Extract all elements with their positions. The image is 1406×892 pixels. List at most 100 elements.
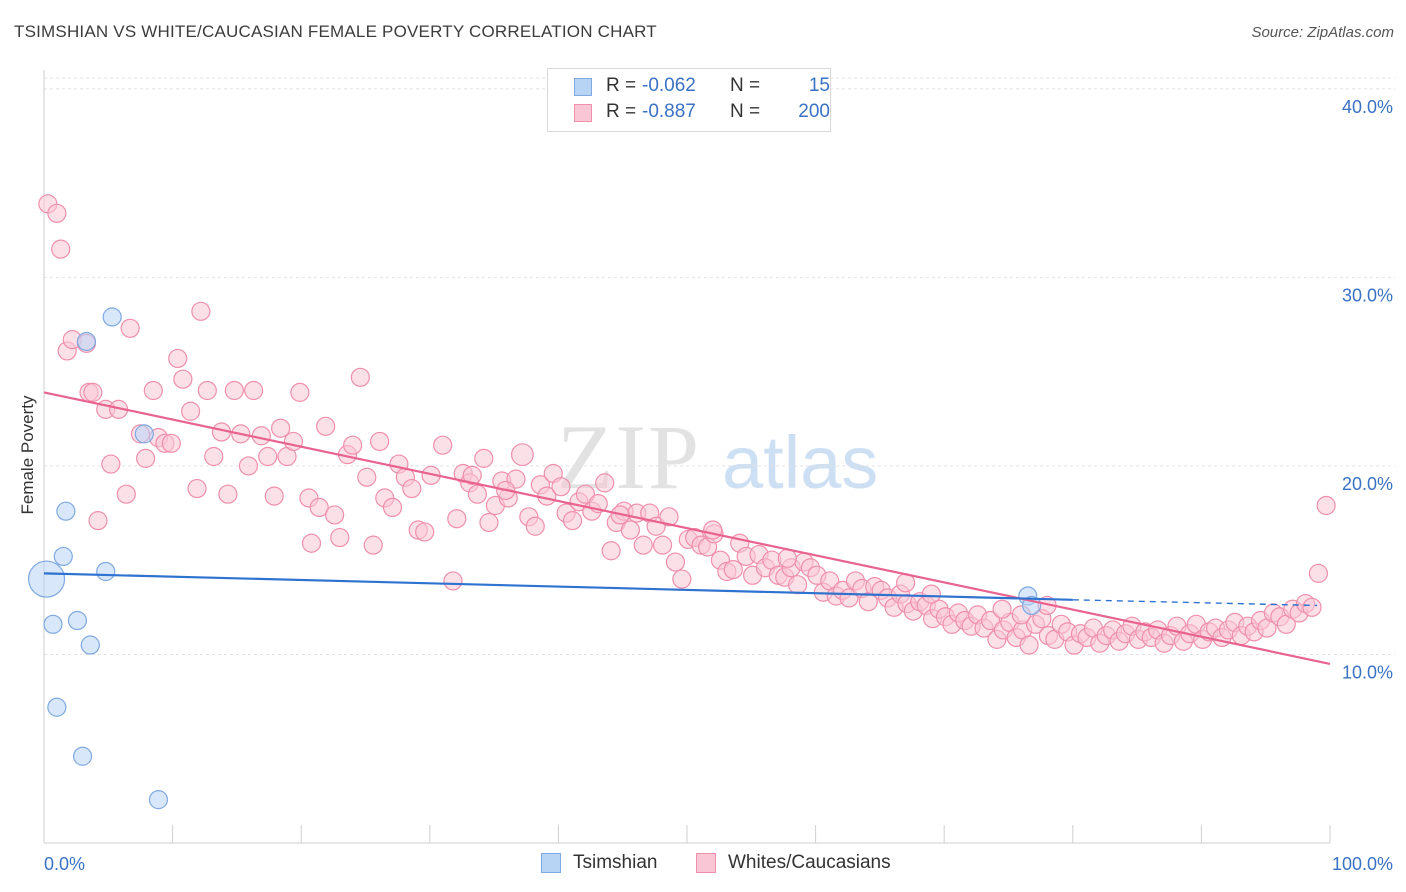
whites-caucasians-point [447, 509, 467, 529]
chart-source: Source: ZipAtlas.com [1251, 24, 1394, 41]
whites-caucasians-point [620, 520, 641, 540]
whites-caucasians-point [415, 522, 435, 542]
tsimshian-point [134, 424, 154, 444]
whites-caucasians-point [83, 382, 103, 402]
whites-caucasians-point [467, 484, 487, 504]
whites-caucasians-point [703, 520, 723, 540]
r-label: R = [606, 75, 637, 96]
whites-caucasians-point [258, 446, 278, 467]
n-label: N = [730, 75, 761, 96]
whites-caucasians-point [173, 369, 193, 389]
tsimshian-point [80, 635, 100, 655]
whites-caucasians-point [181, 401, 201, 421]
whites-caucasians-point [135, 448, 156, 468]
whites-caucasians-point [479, 512, 499, 533]
chart-title: TSIMSHIAN VS WHITE/CAUCASIAN FEMALE POVE… [14, 22, 657, 41]
whites-caucasians-point [51, 239, 71, 259]
whites-caucasians-point [659, 507, 679, 527]
whites-caucasians-point [551, 477, 571, 497]
whites-caucasians-point [370, 431, 390, 452]
whites-caucasians-point [474, 448, 494, 468]
whites-caucasians-point [357, 467, 377, 487]
whites-caucasians-point [161, 433, 181, 453]
whites-caucasians-point [244, 380, 264, 401]
legend-label: Tsimshian [573, 852, 658, 873]
whites-caucasians-point [168, 348, 188, 369]
whites-caucasians-point [283, 431, 304, 452]
whites-caucasians-point [402, 478, 422, 499]
whites-caucasians-point [1019, 635, 1039, 655]
whites-caucasians-point [980, 610, 1001, 631]
whites-caucasians-point [1302, 597, 1322, 617]
whites-caucasians-point [301, 533, 322, 553]
tsimshian-point [76, 331, 97, 352]
whites-caucasians-point [187, 478, 207, 499]
whites-caucasians-point [921, 584, 941, 604]
whites-caucasians-point [1316, 495, 1336, 516]
whites-caucasians-point [101, 454, 121, 474]
trend-lines [43, 391, 1331, 665]
y-tick-label: 20.0% [1342, 474, 1393, 494]
tsimshian-point [72, 746, 93, 766]
x-tick-labels: 0.0% 100.0% [44, 854, 1393, 874]
whites-caucasians-point [197, 380, 217, 401]
whites-caucasians-point [309, 497, 329, 518]
whites-caucasians-point [382, 497, 403, 518]
correlation-legend: R = -0.062 N = 15 R = -0.887 N = 200 [547, 68, 831, 132]
r-value: -0.062 [642, 75, 696, 96]
legend-label: Whites/Caucasians [728, 852, 891, 873]
whites-caucasians-point [777, 548, 797, 568]
whites-caucasians-point [992, 599, 1012, 619]
whites-caucasians-point [525, 516, 545, 536]
y-tick-label: 10.0% [1342, 662, 1393, 682]
tsimshian-point [67, 610, 88, 631]
pink-swatch [574, 104, 592, 122]
tsimshian-trend-line [43, 572, 1073, 601]
whites-caucasians-point [218, 484, 238, 504]
whites-caucasians-point [665, 552, 686, 572]
tsimshian-point [102, 307, 122, 327]
whites-caucasians-point [575, 484, 596, 504]
x-tick-label-max: 100.0% [1332, 854, 1393, 874]
tsimshian-point [96, 561, 116, 582]
whites-caucasians-point [47, 203, 67, 223]
r-label: R = [606, 101, 637, 122]
whites-caucasians-point [238, 456, 259, 476]
whites-caucasians-point [363, 535, 383, 555]
whites-caucasians-point [723, 560, 743, 580]
whites-caucasians-point [1308, 563, 1329, 583]
whites-caucasians-point [601, 541, 621, 561]
whites-caucasians-point [343, 435, 363, 455]
whites-caucasians-point [224, 380, 244, 401]
n-value: 15 [808, 75, 830, 96]
whites-caucasians-point [510, 443, 534, 467]
whites-caucasians-point [462, 465, 482, 485]
x-tick-label-min: 0.0% [44, 854, 85, 874]
whites-caucasians-point [330, 527, 350, 548]
n-label: N = [730, 101, 761, 122]
whites-caucasians-point [88, 511, 108, 531]
tsimshian-trend-extension [1072, 599, 1318, 607]
blue-swatch [574, 78, 592, 96]
tsimshian-point [53, 546, 73, 567]
tsimshian-point [47, 697, 67, 717]
whites-caucasians-point [652, 535, 673, 555]
r-value: -0.887 [642, 101, 696, 122]
tsimshian-point [56, 501, 76, 521]
whites-caucasians-points [38, 194, 1336, 655]
whites-caucasians-point [264, 486, 284, 506]
whites-caucasians-point [204, 446, 224, 467]
tsimshian-points [27, 307, 1042, 810]
whites-caucasians-point [143, 380, 163, 401]
y-tick-label: 30.0% [1342, 285, 1393, 305]
whites-caucasians-point [443, 571, 463, 591]
y-tick-label: 40.0% [1342, 97, 1393, 117]
whites-caucasians-point [787, 575, 808, 595]
pink-swatch [696, 853, 716, 873]
whites-caucasians-point [251, 426, 271, 446]
whites-caucasians-point [672, 569, 692, 589]
whites-caucasians-point [116, 484, 136, 504]
watermark: ZIP atlas [557, 406, 878, 508]
whites-caucasians-point [595, 473, 615, 493]
